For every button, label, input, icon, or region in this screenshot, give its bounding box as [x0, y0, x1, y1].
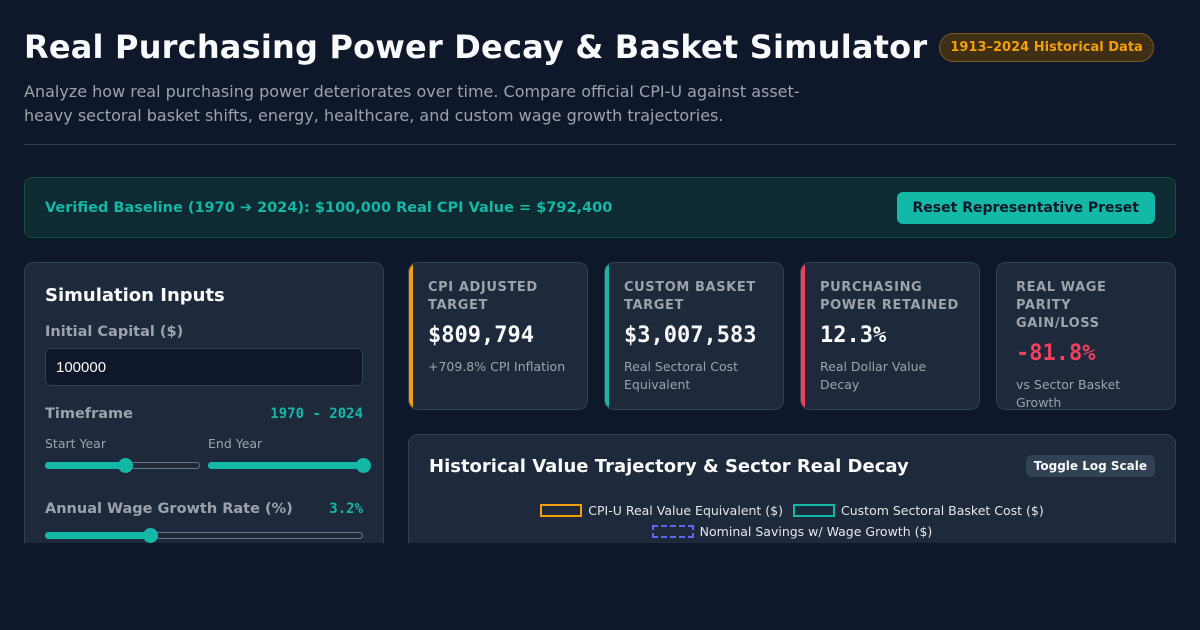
chart-legend: CPI-U Real Value Equivalent ($) Custom S… — [429, 503, 1155, 539]
wage-growth-row: Annual Wage Growth Rate (%) 3.2% — [45, 501, 363, 517]
slider-fill — [208, 462, 363, 469]
slider-thumb[interactable] — [117, 458, 133, 473]
trajectory-chart-panel: Historical Value Trajectory & Sector Rea… — [408, 434, 1176, 562]
stat-card-wage-parity: Real Wage Parity Gain/Loss -81.8% vs Sec… — [996, 262, 1176, 410]
page-subtitle: Analyze how real purchasing power deteri… — [24, 82, 800, 125]
timeframe-label: Timeframe — [45, 406, 133, 422]
page-title: Real Purchasing Power Decay & Basket Sim… — [24, 28, 928, 66]
stat-card-cpi-adjusted: CPI Adjusted Target $809,794 +709.8% CPI… — [408, 262, 588, 410]
legend-item-cpi[interactable]: CPI-U Real Value Equivalent ($) — [540, 503, 783, 518]
timeframe-row: Timeframe 1970 - 2024 — [45, 406, 363, 422]
stat-label: Purchasing Power Retained — [820, 280, 959, 313]
baseline-banner: Verified Baseline (1970 ➔ 2024): $100,00… — [24, 177, 1176, 238]
stat-value: $3,007,583 — [624, 323, 757, 348]
chart-header: Historical Value Trajectory & Sector Rea… — [429, 455, 1155, 477]
simulation-inputs-panel: Simulation Inputs Initial Capital ($) Ti… — [24, 262, 384, 562]
reset-preset-button[interactable]: Reset Representative Preset — [896, 191, 1155, 224]
start-year-slider[interactable] — [45, 458, 200, 473]
title-row: Real Purchasing Power Decay & Basket Sim… — [24, 28, 1176, 66]
legend-label: Nominal Savings w/ Wage Growth ($) — [699, 524, 933, 539]
stat-card-purchasing-power: Purchasing Power Retained 12.3% Real Dol… — [800, 262, 980, 410]
slider-fill — [45, 462, 125, 469]
card-accent — [605, 263, 609, 409]
viewport-cutoff — [0, 543, 1200, 630]
start-year-group: Start Year — [45, 436, 200, 473]
stat-subtext: +709.8% CPI Inflation — [428, 359, 566, 374]
stat-label: CPI Adjusted Target — [428, 280, 538, 313]
timeframe-value: 1970 - 2024 — [270, 406, 363, 422]
chart-title: Historical Value Trajectory & Sector Rea… — [429, 455, 909, 477]
inputs-panel-title: Simulation Inputs — [45, 285, 225, 306]
slider-thumb[interactable] — [356, 458, 371, 473]
legend-item-basket[interactable]: Custom Sectoral Basket Cost ($) — [793, 503, 1044, 518]
baseline-text: Verified Baseline (1970 ➔ 2024): $100,00… — [45, 199, 613, 216]
legend-swatch — [651, 525, 694, 538]
stat-value: $809,794 — [428, 323, 534, 348]
stat-value: -81.8% — [1016, 341, 1096, 366]
capital-label: Initial Capital ($) — [45, 324, 184, 340]
stat-subtext: Real Sectoral Cost Equivalent — [624, 359, 739, 392]
end-year-group: End Year — [208, 436, 371, 473]
end-year-slider[interactable] — [208, 458, 371, 473]
card-accent — [801, 263, 805, 409]
wage-growth-value: 3.2% — [329, 501, 363, 517]
start-year-label: Start Year — [45, 436, 106, 451]
data-range-badge: 1913–2024 Historical Data — [939, 32, 1154, 62]
legend-label: CPI-U Real Value Equivalent ($) — [588, 503, 784, 518]
end-year-label: End Year — [208, 436, 263, 451]
wage-growth-slider[interactable] — [45, 528, 363, 543]
card-accent — [409, 263, 413, 409]
wage-growth-label: Annual Wage Growth Rate (%) — [45, 501, 293, 517]
slider-fill — [45, 532, 150, 539]
stat-value: 12.3% — [820, 323, 887, 348]
legend-swatch — [540, 504, 583, 517]
slider-thumb[interactable] — [142, 528, 158, 543]
legend-label: Custom Sectoral Basket Cost ($) — [841, 503, 1044, 518]
legend-swatch — [793, 504, 836, 517]
stat-label: Real Wage Parity Gain/Loss — [1016, 280, 1107, 331]
stat-card-custom-basket: Custom Basket Target $3,007,583 Real Sec… — [604, 262, 784, 410]
legend-item-nominal[interactable]: Nominal Savings w/ Wage Growth ($) — [651, 524, 933, 539]
stat-label: Custom Basket Target — [624, 280, 756, 313]
year-sliders: Start Year End Year — [45, 436, 371, 473]
capital-input[interactable] — [45, 348, 363, 386]
header-divider — [24, 144, 1176, 145]
stat-subtext: vs Sector Basket Growth — [1016, 377, 1121, 410]
toggle-log-scale-button[interactable]: Toggle Log Scale — [1025, 455, 1155, 477]
page-header: Real Purchasing Power Decay & Basket Sim… — [24, 28, 1176, 128]
stat-subtext: Real Dollar Value Decay — [820, 359, 927, 392]
